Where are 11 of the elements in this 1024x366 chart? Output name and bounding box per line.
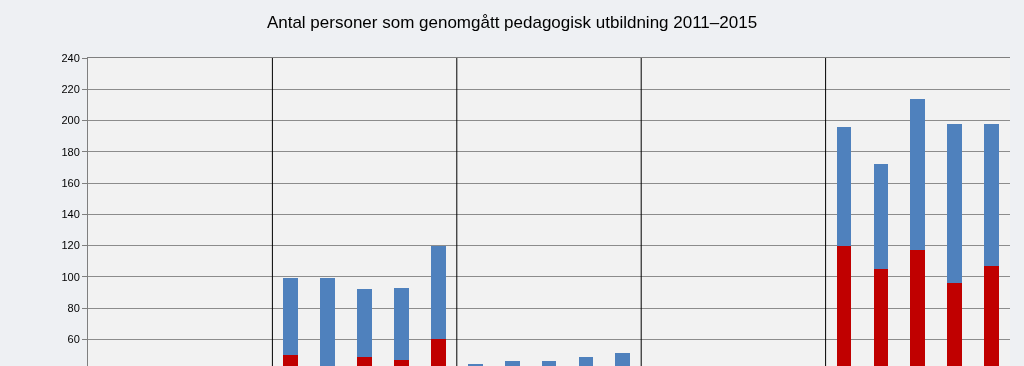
y-tick-label: 140 <box>61 208 80 221</box>
y-tick-label: 220 <box>61 83 80 96</box>
y-tick-label: 120 <box>61 239 80 252</box>
chart-title: Antal personer som genomgått pedagogisk utbildning 2011–2015 <box>266 13 758 33</box>
y-tick-label: 100 <box>61 270 80 283</box>
y-tick-label: 180 <box>61 145 80 158</box>
y-tick-label: 240 <box>61 51 80 64</box>
y-tick-label: 80 <box>67 302 80 314</box>
y-tick-label: 60 <box>67 333 80 346</box>
y-tick-label: 200 <box>61 114 80 127</box>
y-tick-label: 160 <box>61 176 80 189</box>
